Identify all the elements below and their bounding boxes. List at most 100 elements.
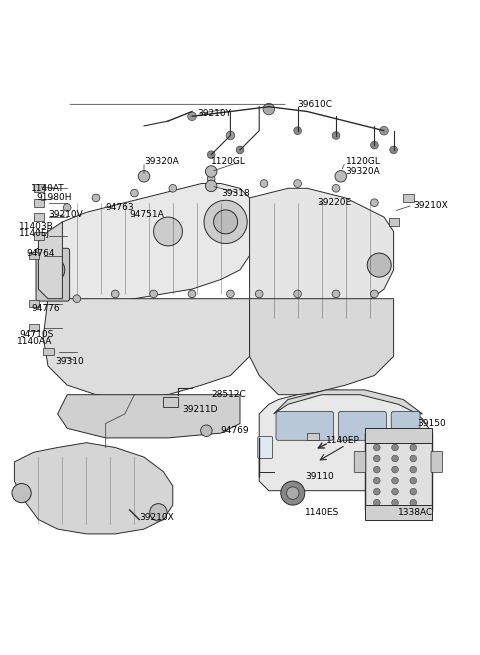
Circle shape: [373, 477, 380, 484]
Text: 39210X: 39210X: [139, 513, 174, 521]
FancyBboxPatch shape: [307, 433, 319, 440]
Circle shape: [410, 466, 417, 473]
Circle shape: [410, 488, 417, 495]
Polygon shape: [250, 299, 394, 395]
Circle shape: [150, 290, 157, 298]
FancyBboxPatch shape: [403, 194, 414, 202]
Text: 39320A: 39320A: [144, 157, 179, 166]
FancyBboxPatch shape: [431, 451, 443, 472]
Circle shape: [373, 499, 380, 506]
Text: 1140ES: 1140ES: [305, 508, 339, 517]
FancyBboxPatch shape: [365, 428, 432, 443]
FancyBboxPatch shape: [258, 436, 273, 458]
Circle shape: [63, 204, 71, 212]
Text: 39210Y: 39210Y: [197, 109, 231, 119]
Text: 94710S: 94710S: [19, 330, 54, 339]
Text: 39310: 39310: [55, 356, 84, 365]
Text: 39318: 39318: [221, 189, 250, 198]
Text: 39220E: 39220E: [317, 198, 351, 207]
Circle shape: [154, 217, 182, 246]
FancyBboxPatch shape: [389, 218, 399, 226]
Text: 91980H: 91980H: [36, 193, 72, 202]
Text: 11403B: 11403B: [19, 222, 54, 231]
Text: 1120GL: 1120GL: [346, 157, 381, 166]
Circle shape: [281, 481, 305, 505]
FancyBboxPatch shape: [34, 233, 44, 240]
Circle shape: [373, 466, 380, 473]
Polygon shape: [14, 443, 173, 534]
FancyBboxPatch shape: [354, 451, 366, 472]
Circle shape: [236, 146, 244, 154]
Circle shape: [367, 253, 391, 277]
Circle shape: [371, 141, 378, 149]
FancyBboxPatch shape: [36, 248, 70, 301]
Circle shape: [207, 175, 215, 183]
FancyBboxPatch shape: [34, 199, 44, 206]
Circle shape: [226, 131, 235, 140]
FancyBboxPatch shape: [34, 214, 44, 221]
FancyBboxPatch shape: [276, 411, 334, 440]
Text: 28512C: 28512C: [211, 390, 246, 399]
Text: 39610C: 39610C: [298, 100, 333, 109]
FancyBboxPatch shape: [34, 185, 44, 192]
Circle shape: [287, 487, 299, 499]
Text: 94764: 94764: [26, 249, 55, 257]
Circle shape: [255, 290, 263, 298]
Text: 1120GL: 1120GL: [211, 157, 246, 166]
Circle shape: [150, 504, 167, 521]
Circle shape: [410, 444, 417, 451]
Circle shape: [169, 185, 177, 192]
Circle shape: [397, 487, 409, 499]
Circle shape: [392, 444, 398, 451]
FancyBboxPatch shape: [29, 324, 39, 331]
Circle shape: [188, 290, 196, 298]
Circle shape: [227, 290, 234, 298]
Circle shape: [205, 166, 217, 178]
FancyBboxPatch shape: [29, 252, 39, 259]
Circle shape: [41, 258, 65, 282]
Circle shape: [332, 132, 340, 140]
FancyBboxPatch shape: [365, 433, 432, 510]
Circle shape: [392, 488, 398, 495]
FancyBboxPatch shape: [43, 348, 54, 356]
Text: 1140AT: 1140AT: [31, 184, 65, 193]
Circle shape: [188, 112, 196, 121]
FancyBboxPatch shape: [29, 299, 39, 307]
Circle shape: [392, 499, 398, 506]
Polygon shape: [274, 390, 422, 414]
Circle shape: [201, 425, 212, 436]
Circle shape: [390, 146, 397, 154]
Circle shape: [260, 179, 268, 187]
Polygon shape: [43, 299, 250, 400]
Circle shape: [204, 200, 247, 244]
Text: 39210V: 39210V: [48, 210, 83, 219]
Text: 1140EJ: 1140EJ: [19, 229, 50, 238]
Circle shape: [138, 170, 150, 182]
Circle shape: [73, 295, 81, 303]
Text: 39150: 39150: [418, 419, 446, 428]
Circle shape: [92, 194, 100, 202]
Text: 94776: 94776: [31, 304, 60, 313]
Polygon shape: [38, 222, 62, 299]
Circle shape: [263, 103, 275, 115]
Circle shape: [294, 127, 301, 134]
Text: 1338AC: 1338AC: [398, 508, 433, 517]
Circle shape: [380, 126, 388, 135]
Polygon shape: [48, 183, 250, 303]
Circle shape: [392, 455, 398, 462]
Circle shape: [373, 455, 380, 462]
FancyBboxPatch shape: [365, 505, 432, 519]
Circle shape: [294, 179, 301, 187]
Circle shape: [214, 210, 238, 234]
Circle shape: [373, 488, 380, 495]
Text: 1140EP: 1140EP: [326, 436, 360, 445]
Text: 94769: 94769: [221, 426, 250, 435]
Text: 1140AA: 1140AA: [17, 337, 52, 346]
Text: 39110: 39110: [305, 472, 334, 481]
Circle shape: [294, 290, 301, 298]
FancyBboxPatch shape: [163, 397, 178, 407]
Circle shape: [371, 199, 378, 206]
Circle shape: [373, 444, 380, 451]
Text: 39211D: 39211D: [182, 405, 218, 413]
Text: 94751A: 94751A: [130, 210, 164, 219]
